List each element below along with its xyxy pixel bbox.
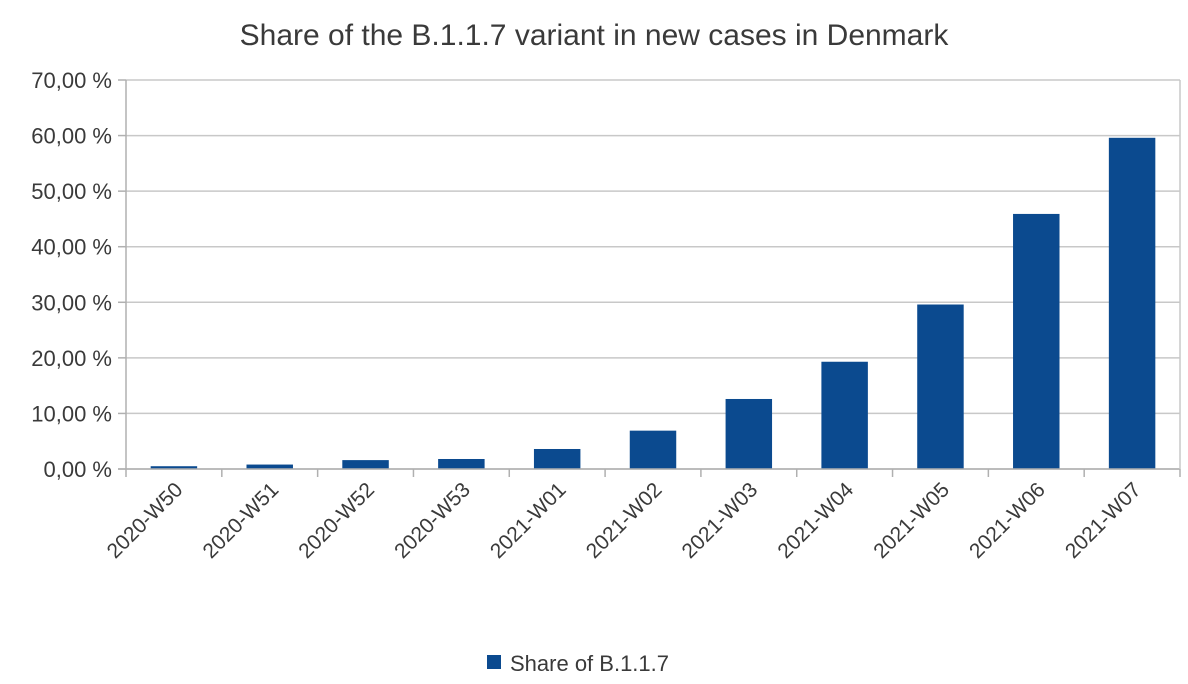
y-tick-label: 50,00 % [31,179,112,204]
x-axis-ticks: 2020-W50 2020-W51 2020-W52 2020-W53 2021-W01… [103,469,1181,563]
bar-2020-w53 [438,458,485,469]
legend: Share of B.1.1.7 [487,651,669,676]
bar-2020-w52 [342,460,389,469]
x-tick-label: 2021-W03 [678,478,763,563]
x-tick-label: 2020-W51 [198,478,283,563]
x-tick-label: 2021-W04 [773,478,858,563]
bar-2020-w51 [246,464,293,469]
bar-2021-w07 [1108,137,1156,469]
x-tick-label: 2021-W06 [965,478,1050,563]
legend-label: Share of B.1.1.7 [510,651,669,676]
y-axis-ticks: 0,00 % 10,00 % 20,00 % 30,00 % 40,00 % 50,00 … [31,68,126,482]
x-tick-label: 2021-W01 [486,478,571,563]
x-tick-label: 2020-W50 [103,478,188,563]
x-tick-label: 2020-W53 [390,478,475,563]
x-tick-label: 2021-W05 [869,478,954,563]
y-tick-label: 30,00 % [31,290,112,315]
bar-2021-w04 [821,361,868,469]
bar-2021-w05 [917,304,964,469]
bar-2020-w50 [150,466,198,469]
x-tick-label: 2020-W52 [294,478,379,563]
x-tick-label: 2021-W07 [1061,478,1146,563]
y-tick-label: 20,00 % [31,346,112,371]
bar-2021-w01 [533,448,581,469]
bars [150,137,1156,469]
legend-swatch [487,655,501,669]
y-tick-label: 70,00 % [31,68,112,93]
chart-title: Share of the B.1.1.7 variant in new case… [240,19,950,52]
bar-2021-w02 [629,430,677,469]
y-tick-label: 10,00 % [31,401,112,426]
y-tick-label: 60,00 % [31,124,112,149]
y-tick-label: 0,00 % [44,457,113,482]
x-tick-label: 2021-W02 [582,478,667,563]
axes [118,80,1181,470]
y-tick-label: 40,00 % [31,235,112,260]
bar-2021-w03 [725,398,773,469]
grid-layer [126,79,1180,470]
bar-2021-w06 [1013,213,1060,469]
